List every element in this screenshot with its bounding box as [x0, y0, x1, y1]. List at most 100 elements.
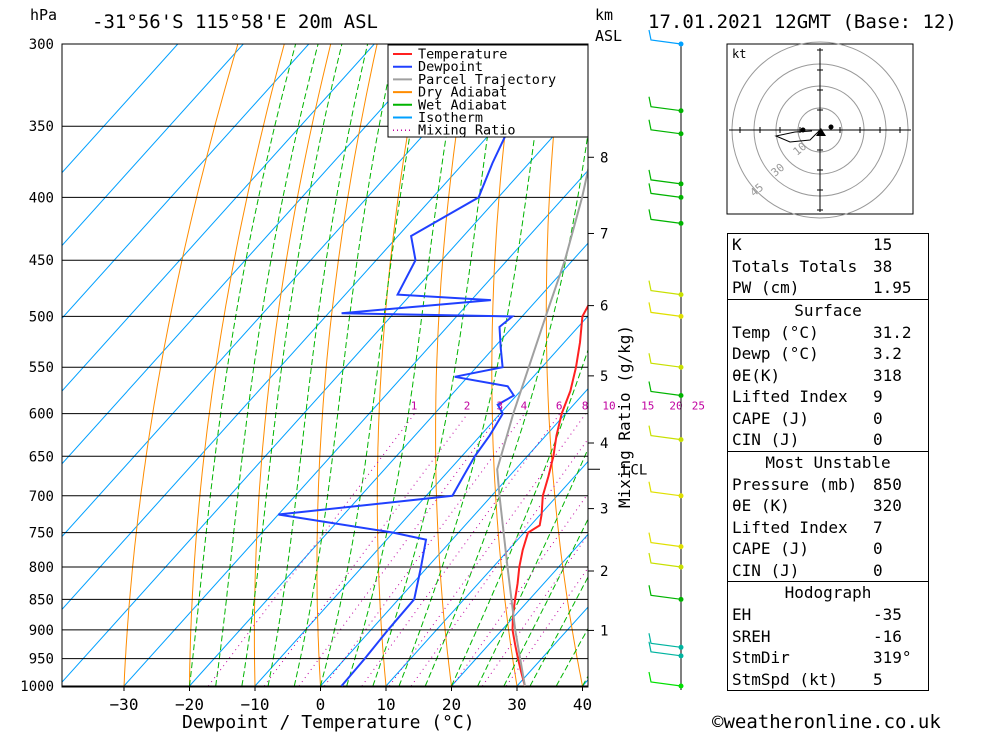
mixing-ratio-axis-title: Mixing Ratio (g/kg) — [615, 325, 634, 508]
stat-label: Dewp (°C) — [732, 344, 819, 363]
pressure-tick-label: 1000 — [20, 679, 54, 695]
indices-section: K 15 Totals Totals 38 PW (cm) 1.95 — [728, 234, 928, 299]
most-unstable-section: Pressure (mb) 850 θE (K) 320 Lifted Index 7 CA… — [728, 474, 928, 582]
wet-adiabat-line — [293, 44, 397, 687]
wet-adiabat-line — [424, 131, 588, 687]
wet-adiabat-line — [267, 44, 369, 687]
pressure-tick-label: 650 — [29, 449, 54, 465]
stat-label: Temp (°C) — [732, 322, 819, 342]
dry-adiabat-line — [491, 44, 518, 687]
surface-section: Temp (°C) 31.2 Dewp (°C) 3.2 θE(K) 318 Lifted … — [728, 322, 928, 451]
wind-barb-dot — [678, 181, 684, 187]
mixing-ratio-label: 10 — [602, 400, 615, 413]
wind-barb — [648, 183, 682, 198]
stat-label: EH — [732, 605, 752, 624]
legend-label: Temperature — [418, 47, 507, 63]
mixing-ratio-label: 4 — [521, 400, 528, 413]
stat-row: CAPE (J) 0 — [728, 538, 928, 560]
wet-adiabat-line — [451, 348, 588, 687]
wind-barb — [648, 29, 682, 45]
pressure-tick-label: 550 — [29, 360, 54, 376]
stat-value: 15 — [873, 235, 893, 254]
stat-row: EH -35 — [728, 604, 928, 626]
legend-label: Mixing Ratio — [418, 123, 516, 139]
stat-row: CIN (J) 0 — [728, 429, 928, 451]
wet-adiabat-line — [503, 518, 588, 687]
height-tick-label: 8 — [600, 150, 608, 166]
pressure-tick-label: 800 — [29, 560, 54, 576]
stat-row: PW (cm) 1.95 — [728, 277, 928, 299]
height-axis: 1 2 3 4 5 6 7 8 LCL — [588, 150, 647, 639]
isotherm-line — [385, 460, 588, 687]
wind-barb — [648, 353, 682, 368]
legend-label: Parcel Trajectory — [418, 72, 556, 88]
series-parcel-trajectory — [496, 165, 588, 687]
mixing-ratio-line — [207, 413, 416, 687]
pressure-tick-label: 900 — [29, 623, 54, 639]
stat-value: 850 — [873, 474, 902, 494]
isotherm-line — [62, 96, 588, 683]
stat-row: Lifted Index 9 — [728, 386, 928, 408]
wind-barb-dot — [678, 41, 684, 47]
wind-barb-dot — [678, 493, 684, 499]
isotherm-line — [62, 44, 506, 538]
height-tick-label: 2 — [600, 564, 608, 580]
mixing-ratio-label: 2 — [464, 400, 471, 413]
wind-barb-dot — [678, 653, 684, 659]
stat-label: CAPE (J) — [732, 408, 810, 428]
plot-frame — [61, 43, 589, 688]
stat-label: θE(K) — [732, 365, 781, 385]
dry-adiabat-line — [253, 44, 332, 687]
stat-value: 3.2 — [873, 344, 902, 363]
stat-row: Totals Totals 38 — [728, 256, 928, 278]
legend-label: Isotherm — [418, 110, 483, 126]
stat-row: StmSpd (kt) 5 — [728, 669, 928, 691]
footer-credit: ©weatheronline.co.uk — [712, 711, 941, 733]
wind-barb — [648, 532, 682, 548]
mixing-ratio-label: 3 — [497, 400, 504, 413]
stat-row: Lifted Index 7 — [728, 517, 928, 539]
isotherm-line — [62, 44, 244, 247]
km-label: km — [595, 6, 613, 24]
hodograph-point — [800, 127, 806, 133]
stat-value: 320 — [873, 496, 902, 515]
stat-value: 0 — [873, 560, 883, 580]
stat-row: K 15 — [728, 234, 928, 256]
hodograph-unit: kt — [732, 47, 746, 61]
wet-adiabat-line — [372, 44, 503, 687]
wind-barb-dot — [678, 313, 684, 319]
wind-barb — [648, 671, 682, 687]
mixing-ratio-line — [298, 413, 501, 687]
temperature-tick-label: −10 — [241, 695, 270, 714]
isotherm-line — [254, 315, 588, 687]
mixing-ratio-line — [361, 413, 561, 687]
wind-barb-dot — [678, 644, 684, 650]
series-dewpoint — [278, 44, 585, 687]
legend-label: Wet Adiabat — [418, 97, 507, 113]
temperature-tick-label: 30 — [507, 695, 526, 714]
wind-barb — [648, 481, 682, 497]
isotherm-line — [62, 44, 179, 174]
isotherm-line — [62, 44, 572, 611]
mixing-ratio-label: 1 — [411, 400, 418, 413]
temperature-tick-label: 10 — [376, 695, 395, 714]
wind-barb — [648, 96, 682, 112]
pressure-tick-label: 300 — [29, 37, 54, 53]
stat-label: Totals Totals — [732, 256, 858, 276]
height-tick-label: 1 — [600, 623, 608, 639]
wet-adiabat-line — [529, 576, 588, 687]
isotherm-line — [62, 44, 441, 465]
mixing-ratio-label: 8 — [582, 400, 589, 413]
stat-value: 9 — [873, 387, 883, 406]
pressure-unit-label: hPa — [30, 6, 57, 24]
legend-label: Dry Adiabat — [418, 85, 507, 101]
stat-label: CIN (J) — [732, 560, 800, 580]
stat-value: 0 — [873, 408, 883, 428]
stat-label: CAPE (J) — [732, 539, 810, 558]
location-title: -31°56'S 115°58'E 20m ASL — [92, 11, 378, 33]
stat-label: θE (K) — [732, 496, 790, 515]
height-tick-label: 6 — [600, 299, 608, 315]
